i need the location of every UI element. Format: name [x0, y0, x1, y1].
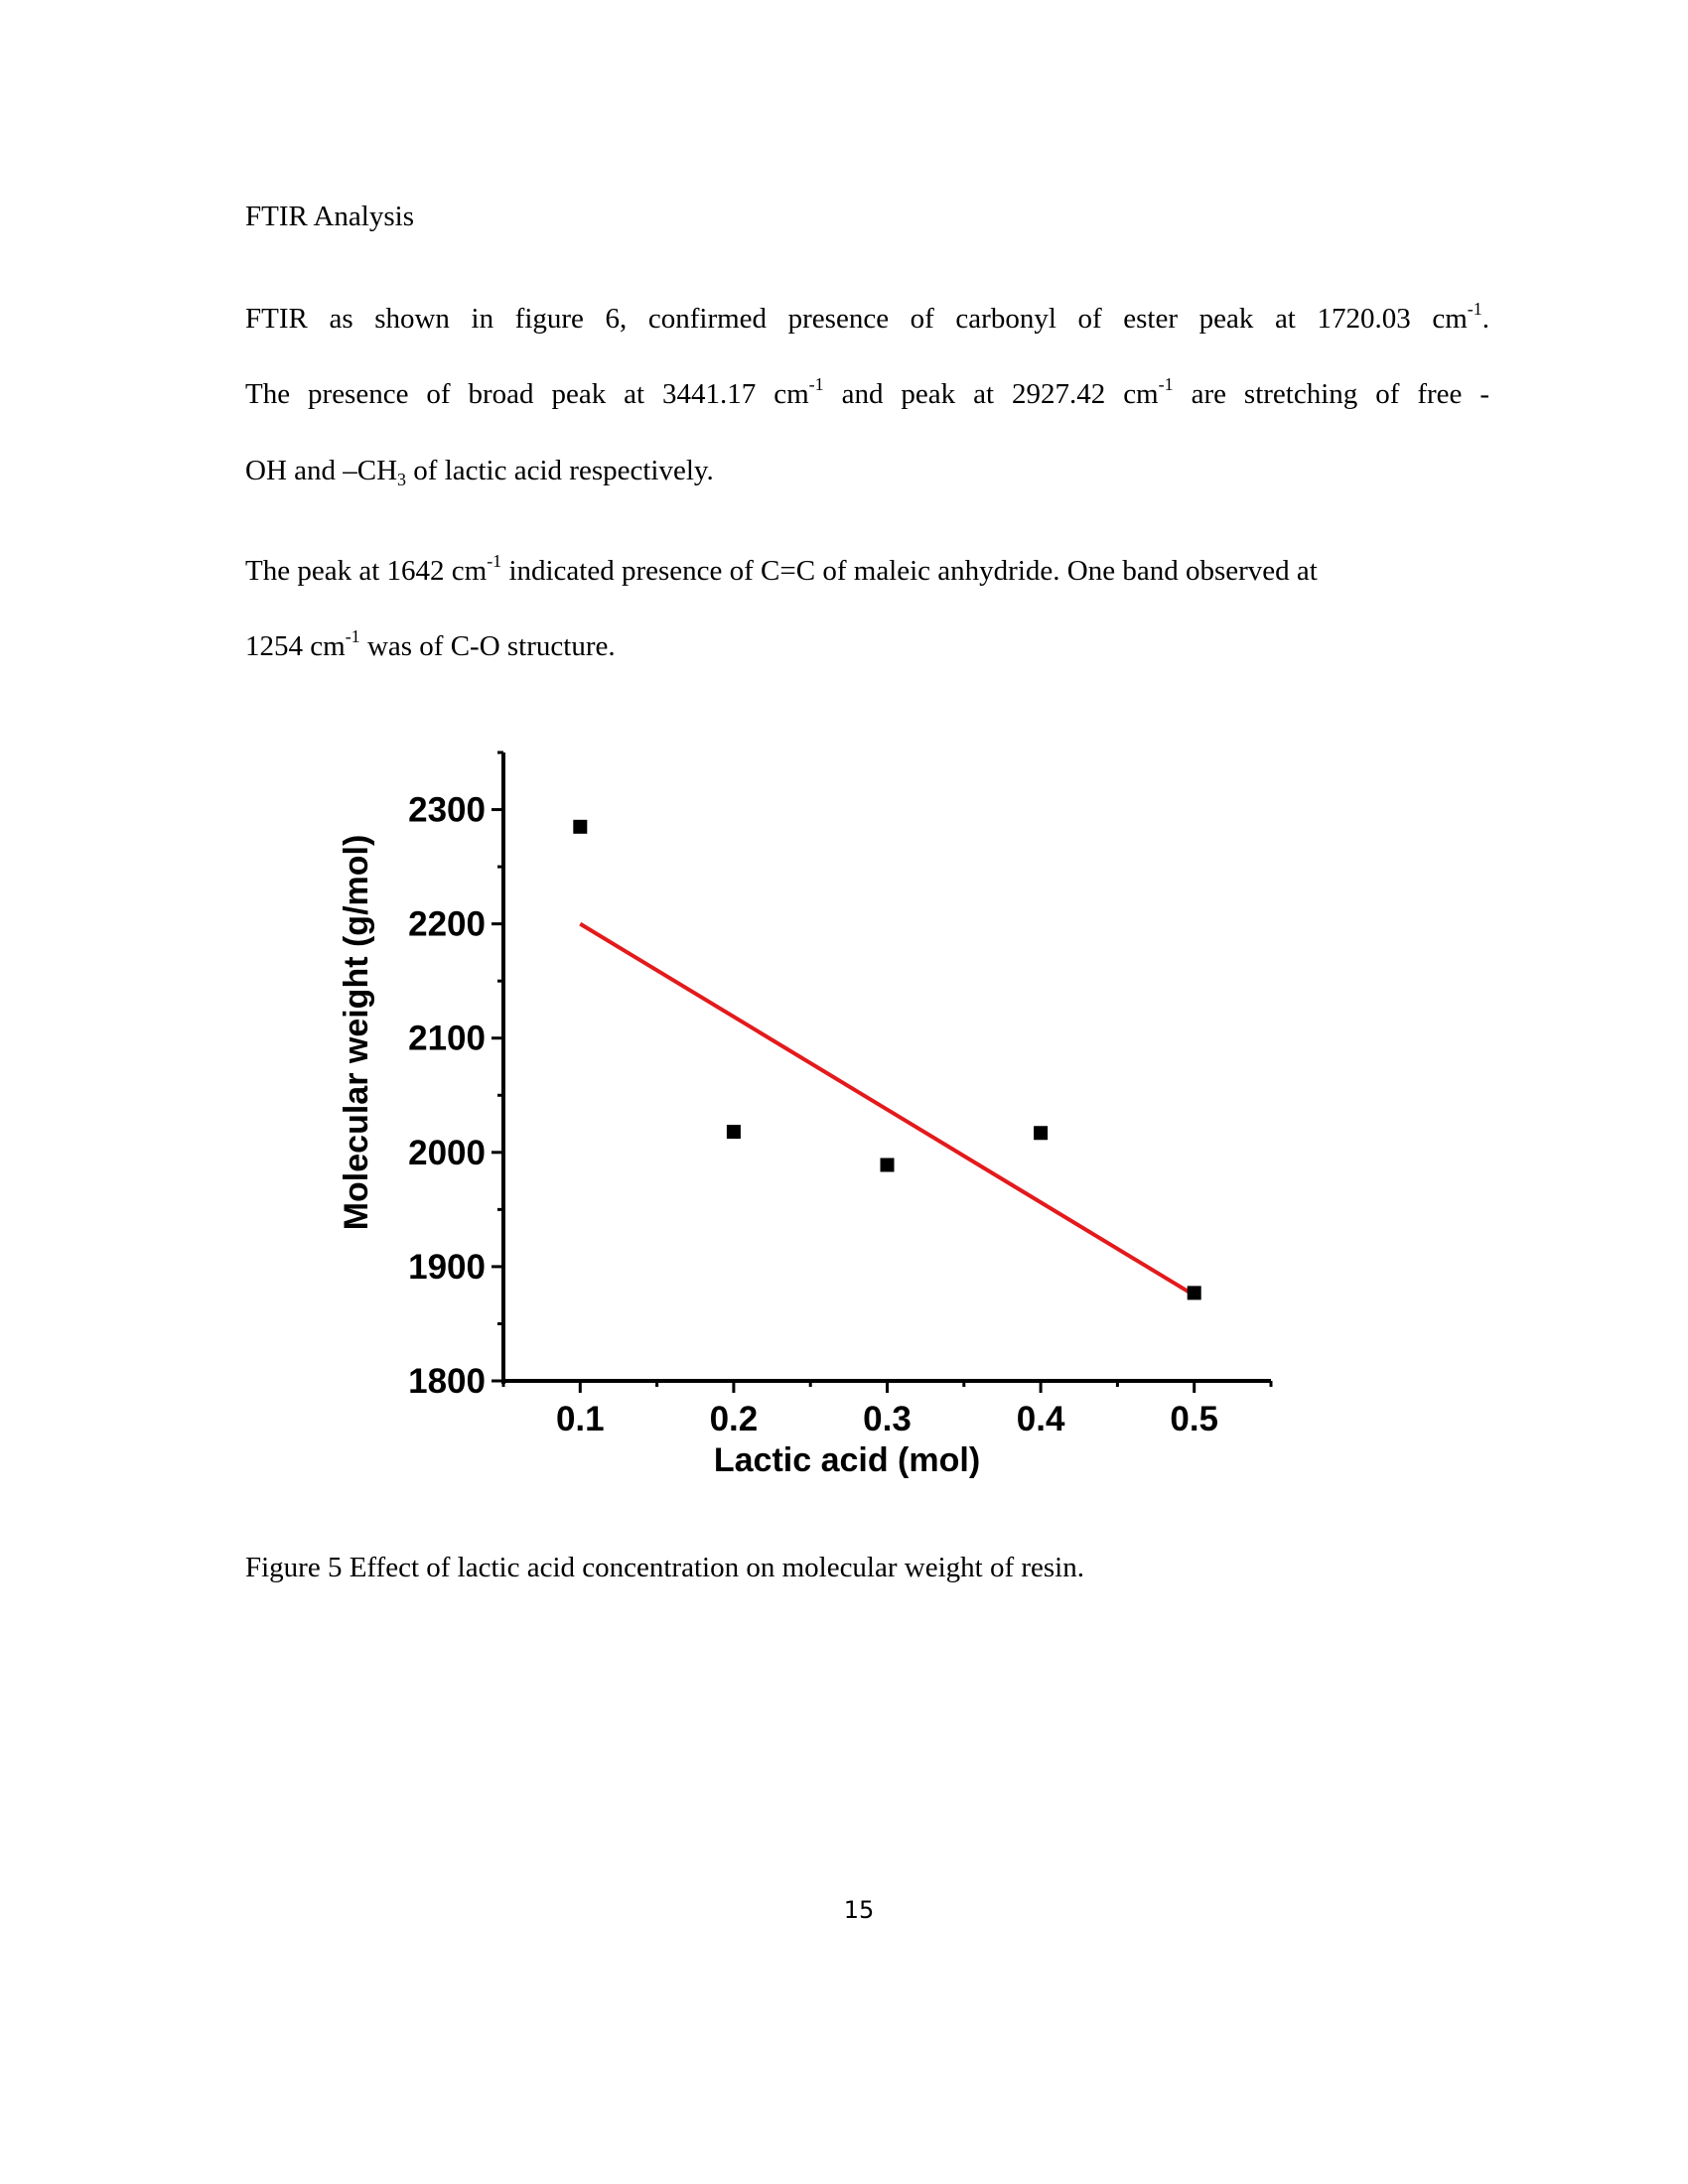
x-tick-label: 0.4 — [1017, 1400, 1065, 1438]
page-number: 15 — [843, 1896, 875, 1924]
y-tick-label: 2300 — [408, 791, 486, 830]
superscript: -1 — [1467, 299, 1482, 319]
text: The peak at 1642 cm — [245, 555, 488, 587]
paragraph2-line1: The peak at 1642 cm-1 indicated presence… — [245, 551, 1318, 589]
x-tick-label: 0.5 — [1170, 1400, 1218, 1438]
data-point — [880, 1158, 895, 1172]
x-tick-label: 0.1 — [556, 1400, 605, 1438]
text: are stretching of free - — [1173, 378, 1489, 410]
data-point — [1034, 1126, 1049, 1141]
data-point — [1187, 1286, 1201, 1300]
axes — [492, 751, 1273, 1393]
superscript: -1 — [345, 626, 360, 646]
x-axis-title: Lactic acid (mol) — [714, 1441, 980, 1479]
paragraph1-line1: FTIR as shown in figure 6, confirmed pre… — [245, 299, 1489, 337]
tick-labels: 1800 1900 2000 2100 2200 2300 0.1 0.2 0.3 0.4 0.5 — [408, 791, 1218, 1438]
y-tick-label: 2100 — [408, 1020, 486, 1058]
text: FTIR as shown in figure 6, confirmed pre… — [245, 303, 1468, 335]
superscript: -1 — [808, 374, 824, 394]
paragraph1-line2: The presence of broad peak at 3441.17 cm… — [245, 374, 1489, 412]
x-tick-label: 0.2 — [710, 1400, 759, 1438]
data-point — [573, 819, 588, 834]
y-tick-label: 2000 — [408, 1134, 486, 1172]
fit-line — [579, 921, 1196, 1297]
y-tick-label: 1900 — [408, 1248, 486, 1287]
paragraph1-line3: OH and –CH3 of lactic acid respectively. — [245, 453, 714, 488]
text: OH and –CH — [245, 455, 398, 486]
superscript: -1 — [487, 551, 502, 571]
text: of lactic acid respectively. — [406, 455, 714, 486]
y-tick-label: 1800 — [408, 1362, 486, 1401]
subscript: 3 — [397, 470, 407, 489]
data-point — [726, 1125, 741, 1140]
y-axis-title: Molecular weight (g/mol) — [338, 835, 375, 1231]
text: The presence of broad peak at 3441.17 cm — [245, 378, 809, 410]
figure-caption: Figure 5 Effect of lactic acid concentra… — [245, 1552, 1084, 1583]
section-heading: FTIR Analysis — [245, 201, 414, 232]
text: 1254 cm — [245, 630, 346, 662]
superscript: -1 — [1158, 374, 1174, 394]
text: and peak at 2927.42 cm — [823, 378, 1159, 410]
text: was of C-O structure. — [359, 630, 616, 662]
text: indicated presence of C=C of maleic anhy… — [501, 555, 1318, 587]
data-points — [573, 819, 1201, 1300]
y-tick-label: 2200 — [408, 905, 486, 944]
x-tick-label: 0.3 — [863, 1400, 912, 1438]
text: . — [1481, 303, 1489, 335]
paragraph2-line2: 1254 cm-1 was of C-O structure. — [245, 626, 616, 664]
